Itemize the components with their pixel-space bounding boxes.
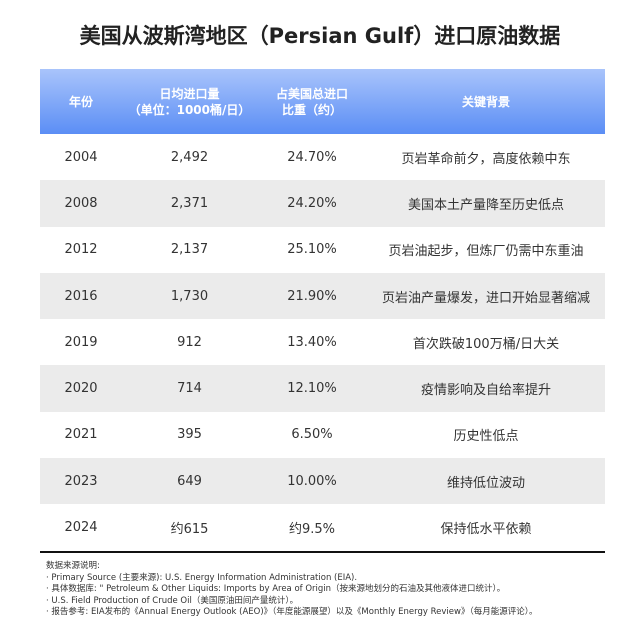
cell-share: 24.70% bbox=[287, 149, 337, 165]
table-row: 2004 2,492 24.70% 页岩革命前夕，高度依赖中东 bbox=[40, 134, 605, 180]
cell-daily-imports: 714 bbox=[177, 381, 202, 397]
data-table: 年份 日均进口量 （单位：1000桶/日） 占美国总进口 比重（约） 关键背景 … bbox=[40, 69, 605, 553]
cell-daily-imports: 2,137 bbox=[170, 242, 209, 258]
cell-year: 2021 bbox=[64, 427, 98, 443]
cell-background: 首次跌破100万桶/日大关 bbox=[412, 336, 560, 352]
cell-year: 2004 bbox=[64, 149, 98, 165]
cell-daily-imports: 912 bbox=[177, 334, 202, 350]
table-row: 2023 649 10.00% 维持低位波动 bbox=[40, 458, 605, 505]
note-item: · U.S. Field Production of Crude Oil（美国原… bbox=[46, 595, 299, 606]
table-row: 2021 395 6.50% 历史性低点 bbox=[40, 412, 605, 458]
header-share: 占美国总进口 比重（约） bbox=[275, 86, 348, 117]
note-item: · 具体数据库: " Petroleum & Other Liquids: Im… bbox=[46, 584, 506, 594]
header-year: 年份 bbox=[68, 94, 93, 109]
cell-background: 保持低水平依赖 bbox=[440, 522, 532, 538]
source-notes: 数据来源说明: · Primary Source (主要来源): U.S. En… bbox=[46, 561, 537, 619]
cell-daily-imports: 649 bbox=[177, 473, 202, 489]
note-item: · Primary Source (主要来源): U.S. Energy Inf… bbox=[46, 572, 358, 583]
cell-year: 2008 bbox=[64, 195, 98, 211]
table-header: 年份 日均进口量 （单位：1000桶/日） 占美国总进口 比重（约） 关键背景 bbox=[40, 69, 605, 134]
cell-background: 维持低位波动 bbox=[446, 475, 525, 491]
cell-year: 2020 bbox=[64, 381, 98, 397]
cell-share: 10.00% bbox=[287, 473, 337, 489]
table-row: 2012 2,137 25.10% 页岩油起步，但炼厂仍需中东重油 bbox=[40, 227, 605, 273]
header-daily-imports: 日均进口量 （单位：1000桶/日） bbox=[128, 86, 251, 117]
cell-share: 21.90% bbox=[287, 288, 337, 304]
cell-year: 2019 bbox=[64, 334, 98, 350]
cell-daily-imports: 2,492 bbox=[170, 149, 209, 165]
cell-background: 页岩油产量爆发，进口开始显著缩减 bbox=[381, 290, 590, 306]
cell-background: 页岩油起步，但炼厂仍需中东重油 bbox=[388, 244, 584, 260]
notes-heading: 数据来源说明: bbox=[46, 561, 100, 571]
cell-share: 25.10% bbox=[287, 242, 337, 258]
cell-share: 6.50% bbox=[291, 427, 333, 443]
table-row: 2016 1,730 21.90% 页岩油产量爆发，进口开始显著缩减 bbox=[40, 272, 605, 320]
table-row: 2020 714 12.10% 疫情影响及自给率提升 bbox=[40, 365, 605, 412]
cell-share: 24.20% bbox=[287, 195, 337, 211]
cell-daily-imports: 1,730 bbox=[170, 288, 209, 304]
cell-background: 美国本土产量降至历史低点 bbox=[407, 197, 564, 213]
header-background: 关键背景 bbox=[461, 94, 510, 109]
cell-year: 2023 bbox=[64, 473, 98, 489]
table-row: 2024 约615 约9.5% 保持低水平依赖 bbox=[40, 504, 605, 550]
table-body: 2004 2,492 24.70% 页岩革命前夕，高度依赖中东 2008 2,371 24.… bbox=[40, 134, 605, 551]
cell-share: 13.40% bbox=[287, 334, 337, 350]
note-item: · 报告参考: EIA发布的《Annual Energy Outlook (AE… bbox=[46, 607, 538, 617]
cell-year: 2012 bbox=[64, 242, 98, 258]
page-title: 美国从波斯湾地区（Persian Gulf）进口原油数据 bbox=[79, 24, 561, 48]
cell-background: 页岩革命前夕，高度依赖中东 bbox=[401, 151, 571, 167]
table-row: 2019 912 13.40% 首次跌破100万桶/日大关 bbox=[40, 319, 605, 365]
table-bottom-rule bbox=[40, 550, 605, 553]
cell-year: 2016 bbox=[64, 288, 98, 304]
cell-share: 约9.5% bbox=[288, 522, 336, 538]
cell-daily-imports: 约615 bbox=[170, 522, 209, 538]
cell-daily-imports: 395 bbox=[177, 427, 202, 443]
cell-background: 疫情影响及自给率提升 bbox=[420, 383, 551, 399]
table-row: 2008 2,371 24.20% 美国本土产量降至历史低点 bbox=[40, 180, 605, 227]
cell-year: 2024 bbox=[64, 520, 98, 536]
cell-background: 历史性低点 bbox=[453, 429, 519, 445]
cell-daily-imports: 2,371 bbox=[170, 195, 209, 211]
cell-share: 12.10% bbox=[287, 381, 337, 397]
